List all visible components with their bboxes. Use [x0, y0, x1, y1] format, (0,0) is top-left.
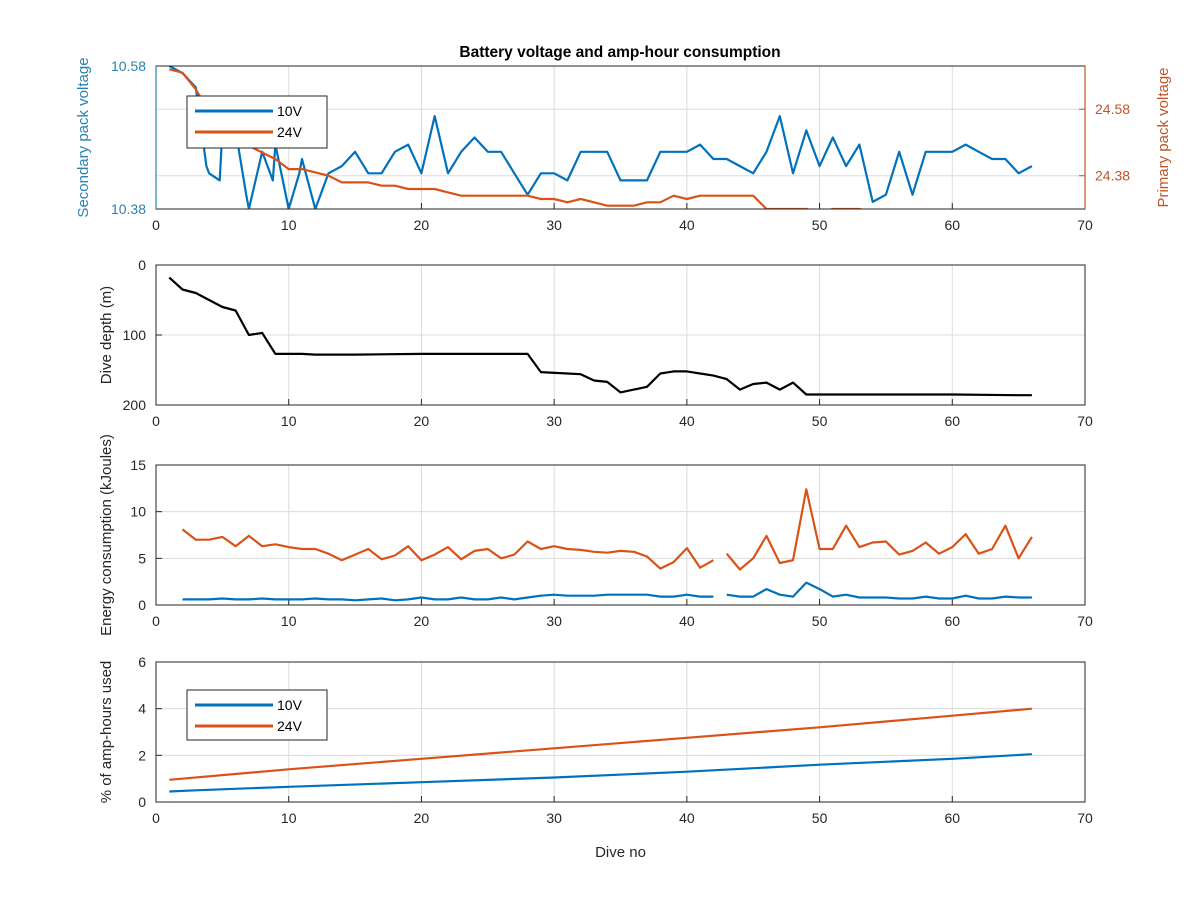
voltage-legend-label-10v: 10V — [277, 103, 303, 119]
energy-ytick-label: 0 — [138, 597, 146, 613]
depth-series-series0-line — [168, 276, 1032, 397]
energy-ylabel: Energy consumption (kJoules) — [98, 434, 115, 636]
energy-series-10v-line-2 — [726, 581, 1032, 600]
amphours-ylabel: % of amp-hours used — [98, 661, 115, 804]
depth-xtick-label: 40 — [679, 413, 695, 429]
energy-ytick-label: 5 — [138, 550, 146, 566]
amphours-xlabel: Dive no — [595, 844, 646, 861]
voltage-ytick-right-label: 24.38 — [1095, 168, 1130, 184]
amphours-subplot: 0 10 20 30 40 50 60 70 0 2 4 6 % of amp-hours used Di… — [98, 654, 1093, 861]
amphours-series-10v-line — [169, 753, 1032, 793]
energy-ytick-label: 15 — [130, 457, 146, 473]
energy-series-24v-line-1 — [181, 528, 714, 570]
amphours-xtick-label: 40 — [679, 810, 695, 826]
voltage-xtick-label: 60 — [944, 217, 960, 233]
energy-xtick-label: 0 — [152, 613, 160, 629]
amphours-ytick-label: 4 — [138, 701, 146, 717]
energy-xtick-label: 70 — [1077, 613, 1093, 629]
energy-xtick-label: 10 — [281, 613, 297, 629]
amphours-legend-box — [186, 689, 328, 741]
amphours-series-24v-line — [169, 707, 1032, 781]
amphours-legend-label-24v: 24V — [277, 718, 303, 734]
voltage-subplot: 0 10 20 30 40 50 60 70 10.38 10.58 24.38 24.58 Secon… — [75, 57, 1172, 233]
amphours-ytick-label: 2 — [138, 747, 146, 763]
amphours-xtick-label: 50 — [812, 810, 828, 826]
voltage-legend-label-24v: 24V — [277, 124, 303, 140]
amphours-xtick-label: 70 — [1077, 810, 1093, 826]
depth-ytick-label: 200 — [123, 397, 147, 413]
energy-xtick-label: 20 — [414, 613, 430, 629]
depth-xtick-label: 30 — [546, 413, 562, 429]
amphours-xtick-label: 10 — [281, 810, 297, 826]
depth-xtick-label: 0 — [152, 413, 160, 429]
voltage-ytick-label: 10.38 — [111, 201, 146, 217]
amphours-axes-box — [155, 661, 1086, 803]
depth-subplot: 0 10 20 30 40 50 60 70 0 100 200 Dive depth (m) — [98, 257, 1093, 429]
energy-series-24v-line-2 — [725, 488, 1033, 571]
energy-series-10v-line-1 — [182, 593, 714, 602]
amphours-xtick-label: 20 — [414, 810, 430, 826]
depth-xtick-label: 50 — [812, 413, 828, 429]
figure-title: Battery voltage and amp-hour consumption — [459, 44, 780, 61]
voltage-xtick-label: 70 — [1077, 217, 1093, 233]
depth-xtick-label: 70 — [1077, 413, 1093, 429]
voltage-series-10v-line — [168, 66, 1033, 209]
energy-xtick-label: 30 — [546, 613, 562, 629]
energy-axes-box — [155, 464, 1086, 606]
amphours-ytick-label: 0 — [138, 794, 146, 810]
depth-xtick-label: 10 — [281, 413, 297, 429]
energy-plot-area — [156, 465, 1085, 605]
voltage-ytick-right-label: 24.58 — [1095, 101, 1130, 117]
voltage-xtick-label: 20 — [414, 217, 430, 233]
depth-axes-box — [155, 264, 1086, 406]
voltage-xtick-label: 10 — [281, 217, 297, 233]
depth-ytick-label: 100 — [123, 327, 147, 343]
voltage-series-24v-line — [169, 68, 864, 209]
amphours-legend-label-10v: 10V — [277, 697, 303, 713]
voltage-xtick-label: 0 — [152, 217, 160, 233]
amphours-xtick-label: 0 — [152, 810, 160, 826]
energy-ytick-label: 10 — [130, 504, 146, 520]
depth-ytick-label: 0 — [138, 257, 146, 273]
voltage-ylabel-right: Primary pack voltage — [1155, 67, 1172, 207]
voltage-legend-box — [186, 95, 328, 149]
energy-subplot: 0 10 20 30 40 50 60 70 0 5 10 15 Energy consumption … — [98, 434, 1093, 636]
depth-ylabel: Dive depth (m) — [98, 286, 115, 384]
energy-xtick-label: 60 — [944, 613, 960, 629]
amphours-ytick-label: 6 — [138, 654, 146, 670]
energy-xtick-label: 40 — [679, 613, 695, 629]
voltage-xtick-label: 30 — [546, 217, 562, 233]
voltage-xtick-label: 40 — [679, 217, 695, 233]
voltage-ytick-label: 10.58 — [111, 58, 146, 74]
depth-xtick-label: 60 — [944, 413, 960, 429]
depth-xtick-label: 20 — [414, 413, 430, 429]
voltage-xtick-label: 50 — [812, 217, 828, 233]
voltage-ylabel: Secondary pack voltage — [75, 57, 92, 217]
amphours-xtick-label: 30 — [546, 810, 562, 826]
amphours-xtick-label: 60 — [944, 810, 960, 826]
energy-xtick-label: 50 — [812, 613, 828, 629]
